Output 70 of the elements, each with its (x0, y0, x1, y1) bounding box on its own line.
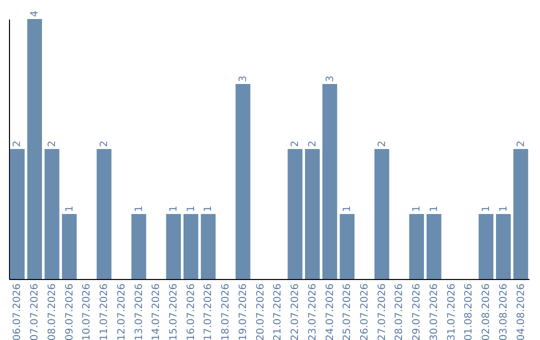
bar (44, 149, 60, 279)
x-tick-label: 02.08.2026 (481, 284, 492, 340)
x-tick-label: 20.07.2026 (255, 284, 266, 340)
data-label: 1 (186, 206, 197, 212)
data-label: 1 (134, 206, 145, 212)
data-label: 1 (498, 206, 510, 212)
bar (96, 149, 112, 279)
x-tick-label: 04.08.2026 (516, 284, 527, 340)
x-tick-label: 27.07.2026 (376, 284, 388, 340)
x-tick-label: 11.07.2026 (99, 284, 110, 340)
bar (27, 19, 42, 279)
x-tick-label: 25.07.2026 (342, 284, 354, 340)
bar (496, 214, 511, 279)
data-label: 2 (290, 140, 302, 147)
data-label: 1 (168, 206, 180, 212)
x-tick-label: 31.07.2026 (446, 284, 458, 340)
data-label: 2 (99, 140, 110, 147)
bar (131, 214, 146, 279)
x-tick-label: 22.07.2026 (290, 284, 302, 340)
data-label: 2 (46, 140, 58, 147)
data-label: 1 (203, 206, 214, 212)
bar (374, 149, 390, 279)
x-tick-label: 16.07.2026 (186, 284, 197, 340)
bar (513, 149, 528, 279)
data-label: 1 (481, 206, 492, 212)
x-tick-label: 23.07.2026 (307, 284, 318, 340)
bar (409, 214, 424, 279)
x-tick-label: 07.07.2026 (30, 284, 41, 340)
x-tick-label: 06.07.2026 (12, 284, 24, 340)
data-label: 4 (30, 10, 41, 17)
x-tick-label: 19.07.2026 (238, 284, 249, 340)
x-tick-label: 30.07.2026 (428, 284, 440, 340)
bar (478, 214, 494, 279)
x-tick-label: 14.07.2026 (151, 284, 162, 340)
data-label: 3 (238, 76, 249, 82)
x-tick-label: 03.08.2026 (498, 284, 510, 340)
data-label: 1 (428, 206, 440, 212)
data-label: 1 (342, 206, 354, 212)
x-tick-label: 24.07.2026 (324, 284, 336, 340)
x-tick-label: 09.07.2026 (64, 284, 76, 340)
x-tick-label: 21.07.2026 (272, 284, 284, 340)
bar (288, 149, 302, 279)
data-label: 2 (307, 140, 318, 147)
bar (10, 149, 25, 279)
x-tick-label: 08.07.2026 (46, 284, 58, 340)
x-tick-label: 13.07.2026 (134, 284, 145, 340)
x-tick-label: 28.07.2026 (394, 284, 406, 340)
data-label: 2 (516, 140, 527, 147)
bar (426, 214, 442, 279)
bar (183, 214, 198, 279)
bar (305, 149, 320, 279)
x-tick-label: 15.07.2026 (168, 284, 180, 340)
data-label: 1 (412, 206, 423, 212)
bar (200, 214, 216, 279)
bar (340, 214, 355, 279)
data-label: 2 (376, 140, 388, 147)
bar (166, 214, 181, 279)
bar (322, 84, 338, 279)
data-label: 2 (12, 140, 24, 147)
x-tick-label: 26.07.2026 (359, 284, 370, 340)
x-tick-label: 10.07.2026 (82, 284, 93, 340)
x-tick-label: 29.07.2026 (412, 284, 423, 340)
bar (236, 84, 250, 279)
x-tick-label: 12.07.2026 (116, 284, 128, 340)
bar (62, 214, 77, 279)
data-label: 1 (64, 206, 76, 212)
x-tick-label: 17.07.2026 (203, 284, 214, 340)
x-tick-label: 18.07.2026 (220, 284, 232, 340)
data-label: 3 (324, 76, 336, 82)
x-tick-label: 01.08.2026 (464, 284, 475, 340)
